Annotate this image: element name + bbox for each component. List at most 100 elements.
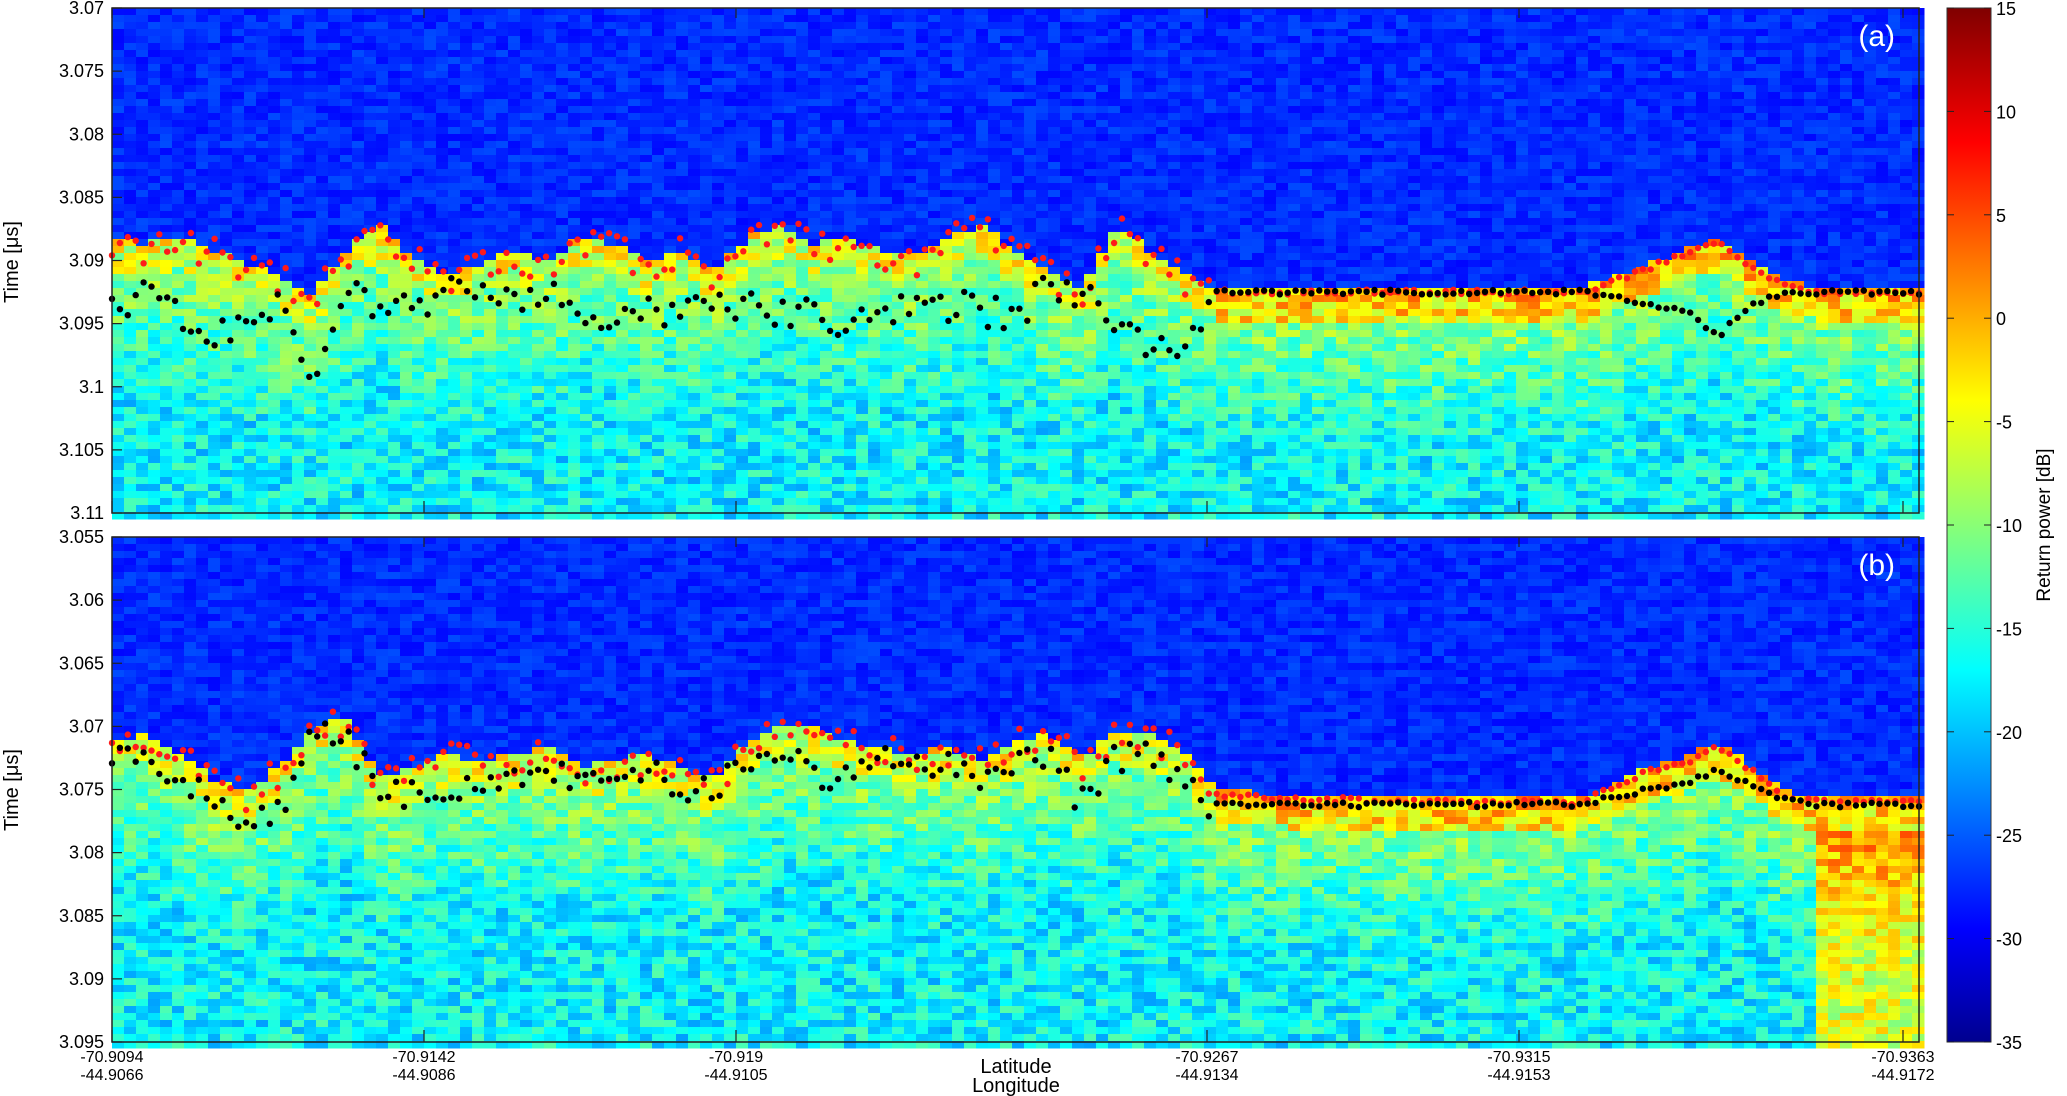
surface-point-red xyxy=(408,265,416,272)
surface-point-black xyxy=(1758,785,1765,793)
surface-point-red xyxy=(1347,794,1355,802)
surface-point-black xyxy=(1410,289,1418,297)
surface-point-red xyxy=(479,762,487,769)
surface-point-black xyxy=(1655,304,1662,311)
panel-b-ylabel: Time [μs] xyxy=(1,749,23,831)
surface-point-black xyxy=(1489,800,1497,807)
surface-point-black xyxy=(1158,334,1165,342)
surface-point-black xyxy=(392,778,400,785)
surface-point-black xyxy=(495,785,502,792)
surface-point-red xyxy=(945,229,952,236)
surface-point-black xyxy=(456,795,463,802)
y-tick-label: 3.08 xyxy=(69,843,104,863)
surface-point-red xyxy=(321,732,329,739)
surface-point-black xyxy=(1892,289,1899,297)
surface-point-black xyxy=(1600,794,1607,801)
surface-point-black xyxy=(314,733,321,740)
surface-point-red xyxy=(1481,797,1489,805)
colorbar-tick-label: 0 xyxy=(1996,309,2006,329)
surface-point-black xyxy=(1079,290,1086,297)
surface-point-black xyxy=(361,750,368,757)
surface-point-red xyxy=(1410,796,1418,803)
surface-point-red xyxy=(566,240,573,247)
surface-point-black xyxy=(282,307,289,314)
surface-point-black xyxy=(787,756,794,763)
surface-point-black xyxy=(1892,800,1899,807)
surface-point-black xyxy=(1521,287,1528,294)
surface-point-red xyxy=(1134,744,1142,751)
surface-point-black xyxy=(1481,803,1489,810)
surface-point-red xyxy=(432,764,439,771)
surface-point-black xyxy=(306,373,313,380)
surface-point-black xyxy=(1544,288,1552,295)
surface-point-black xyxy=(1103,317,1110,324)
surface-point-black xyxy=(1339,290,1347,297)
surface-point-black xyxy=(503,770,510,777)
surface-point-black xyxy=(787,322,794,330)
surface-point-black xyxy=(1742,777,1749,785)
surface-point-red xyxy=(961,224,968,232)
surface-point-red xyxy=(1710,744,1718,751)
surface-point-black xyxy=(1055,297,1063,304)
surface-point-red xyxy=(1142,725,1149,732)
x-tick-label-latitude: -70.9267 xyxy=(1175,1049,1238,1066)
surface-point-red xyxy=(661,266,668,273)
surface-point-red xyxy=(219,779,226,787)
surface-point-red xyxy=(369,781,376,788)
surface-point-red xyxy=(684,770,692,778)
surface-point-black xyxy=(1702,773,1710,780)
surface-point-red xyxy=(148,240,155,248)
surface-point-red xyxy=(732,743,739,750)
x-axis-label-latitude: Latitude xyxy=(980,1056,1051,1078)
surface-point-black xyxy=(479,787,487,794)
surface-point-black xyxy=(385,309,392,317)
surface-point-red xyxy=(1205,277,1213,284)
surface-point-black xyxy=(1118,321,1126,328)
surface-point-red xyxy=(1710,240,1718,247)
surface-point-black xyxy=(534,301,542,308)
surface-point-black xyxy=(1355,287,1363,295)
surface-point-black xyxy=(755,752,763,759)
x-tick-label-longitude: -44.9153 xyxy=(1487,1067,1550,1084)
surface-point-red xyxy=(495,268,502,275)
surface-point-black xyxy=(661,776,668,783)
surface-point-black xyxy=(1189,324,1197,332)
panel-a-ylabel: Time [μs] xyxy=(1,221,23,303)
surface-point-red xyxy=(621,758,629,765)
surface-point-red xyxy=(1300,797,1307,804)
surface-point-black xyxy=(1663,305,1670,312)
surface-point-black xyxy=(1884,287,1891,295)
surface-point-black xyxy=(566,784,573,792)
surface-point-red xyxy=(866,752,873,759)
y-tick-label: 3.07 xyxy=(69,716,104,736)
surface-point-red xyxy=(416,764,423,771)
surface-point-red xyxy=(456,266,463,274)
surface-point-red xyxy=(448,287,455,295)
surface-point-black xyxy=(669,791,676,798)
y-tick-label: 3.07 xyxy=(69,0,104,18)
x-tick-label-latitude: -70.919 xyxy=(709,1049,763,1066)
surface-point-black xyxy=(605,775,613,783)
surface-point-black xyxy=(1765,789,1773,796)
surface-point-black xyxy=(708,795,715,802)
surface-point-red xyxy=(345,263,352,270)
surface-point-black xyxy=(676,313,684,320)
surface-point-black xyxy=(913,753,921,760)
surface-point-black xyxy=(834,775,842,783)
surface-point-red xyxy=(1260,794,1268,802)
surface-point-red xyxy=(890,735,897,742)
surface-point-black xyxy=(1402,801,1410,808)
surface-point-black xyxy=(874,754,881,762)
surface-point-red xyxy=(456,741,463,748)
surface-point-black xyxy=(424,311,431,318)
surface-point-black xyxy=(1489,287,1497,294)
surface-point-black xyxy=(124,745,131,752)
surface-point-black xyxy=(266,316,273,323)
y-tick-label: 3.08 xyxy=(69,124,104,144)
surface-point-black xyxy=(1868,799,1875,806)
y-tick-label: 3.095 xyxy=(59,314,104,334)
x-tick-label-longitude: -44.9105 xyxy=(704,1067,767,1084)
surface-point-red xyxy=(787,732,794,739)
x-tick-label-latitude: -70.9094 xyxy=(80,1049,143,1066)
surface-point-red xyxy=(1600,282,1607,289)
